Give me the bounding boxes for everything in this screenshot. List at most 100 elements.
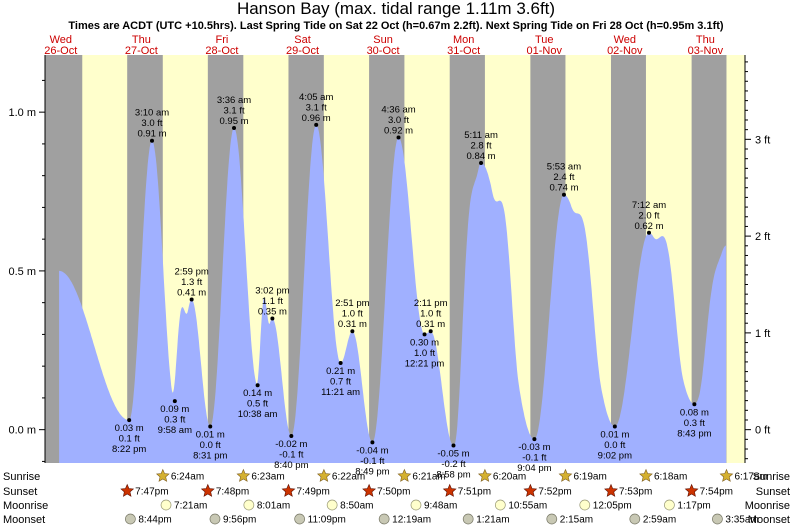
row-label-right-sunrise: Sunrise — [753, 471, 790, 483]
tide-high-time-label: 2:11 pm — [414, 298, 448, 309]
day-header-date-0: 26-Oct — [44, 45, 77, 57]
moonrise-time-label: 1:17pm — [677, 501, 710, 512]
tide-high-m-label: 0.84 m — [467, 151, 496, 162]
tide-low-m-label: 0.09 m — [160, 404, 189, 415]
day-header-date-1: 27-Oct — [125, 45, 158, 57]
tide-low-ft-label: -0.1 ft — [279, 450, 304, 461]
moonrise-icon — [243, 499, 255, 511]
sunrise-icon — [558, 468, 573, 482]
tide-low-time-label: 8:22 pm — [112, 444, 146, 455]
tide-low-ft-label: 0.3 ft — [684, 418, 705, 429]
tide-low-m-label: 0.01 m — [600, 429, 629, 440]
sunset-time-label: 7:52pm — [538, 487, 571, 498]
tide-high-m-label: 0.74 m — [549, 183, 578, 194]
tide-high-m-label: 0.41 m — [177, 287, 206, 298]
sunrise-icon — [155, 468, 170, 482]
sunset-time-label: 7:54pm — [700, 487, 733, 498]
tide-low-point-11 — [338, 360, 343, 365]
day-header-dow-0: Wed — [50, 34, 72, 46]
tide-low-time-label: 9:02 pm — [598, 450, 632, 461]
day-header-dow-2: Fri — [216, 34, 229, 46]
tide-low-time-label: 12:21 pm — [405, 358, 445, 369]
right-tick-label-3: 3 ft — [755, 134, 770, 146]
tide-low-ft-label: -0.1 ft — [360, 456, 385, 467]
day-header-dow-3: Sat — [294, 34, 311, 46]
tide-high-ft-label: 1.0 ft — [420, 309, 441, 320]
moonset-icon — [125, 513, 136, 525]
sunrise-time-label: 6:17am — [734, 472, 767, 483]
moonset-time-label: 1:21am — [476, 515, 509, 525]
tide-low-time-label: 9:58 am — [158, 425, 192, 436]
day-header-dow-6: Tue — [535, 34, 554, 46]
sunrise-icon — [719, 468, 734, 482]
tide-high-m-label: 0.96 m — [302, 113, 331, 124]
moonset-icon — [629, 513, 641, 525]
tide-low-m-label: -0.02 m — [275, 439, 307, 450]
tide-high-ft-label: 3.1 ft — [306, 102, 327, 113]
tide-high-m-label: 0.92 m — [384, 126, 413, 137]
moonset-icon — [209, 513, 221, 525]
moonset-time-label: 12:19am — [392, 515, 431, 525]
day-header-dow-5: Mon — [453, 34, 474, 46]
sunset-time-label: 7:48pm — [216, 487, 249, 498]
moonrise-icon — [160, 499, 172, 511]
sunset-icon — [362, 483, 377, 497]
day-header-dow-1: Thu — [132, 34, 151, 46]
tide-high-point-6 — [232, 126, 237, 131]
tide-low-ft-label: 0.3 ft — [164, 415, 185, 426]
sunrise-time-label: 6:18am — [654, 472, 687, 483]
tide-low-point-23 — [692, 402, 697, 407]
tide-curve-area — [59, 124, 727, 464]
axis-ticks: 0.0 m 0.5 m 1.0 m 0 ft 1 ft 2 ft 3 ft — [8, 61, 770, 462]
moonset-time-label: 3:35am — [725, 515, 758, 525]
tide-low-m-label: -0.03 m — [518, 442, 550, 453]
moonrise-icon — [410, 499, 422, 511]
sunrise-icon — [316, 468, 331, 482]
tide-high-ft-label: 3.0 ft — [141, 118, 162, 129]
moonrise-time-label: 8:01am — [257, 501, 290, 512]
tide-high-time-label: 3:02 pm — [255, 286, 289, 297]
tide-low-point-19 — [532, 437, 537, 442]
day-header-date-5: 31-Oct — [447, 45, 480, 57]
tide-extreme-annotations: 0.03 m0.1 ft8:22 pm3:10 am3.0 ft0.91 m0.… — [112, 92, 712, 481]
moonset-icon — [378, 513, 390, 525]
tide-low-ft-label: 0.0 ft — [200, 440, 221, 451]
tide-low-ft-label: -0.2 ft — [441, 459, 466, 470]
tide-low-time-label: 8:31 pm — [193, 450, 227, 461]
tide-high-ft-label: 2.4 ft — [553, 172, 574, 183]
tide-low-m-label: 0.14 m — [243, 388, 272, 399]
tide-low-ft-label: 0.1 ft — [119, 434, 140, 445]
tide-low-m-label: -0.04 m — [356, 445, 388, 456]
tide-low-point-15 — [422, 332, 427, 337]
tide-low-point-7 — [255, 383, 260, 388]
sunset-icon — [281, 483, 296, 497]
moonrise-icon — [664, 499, 675, 511]
tide-high-m-label: 0.35 m — [258, 307, 287, 318]
tide-high-m-label: 0.31 m — [338, 319, 367, 330]
tide-high-m-label: 0.62 m — [634, 221, 663, 232]
row-label-right-sunset: Sunset — [756, 486, 790, 498]
left-tick-label-1: 0.5 m — [8, 266, 36, 278]
left-tick-label-0: 0.0 m — [8, 425, 36, 437]
sunrise-time-label: 6:23am — [251, 472, 284, 483]
day-header-dow-7: Wed — [614, 34, 636, 46]
moonrise-time-label: 7:21am — [174, 501, 207, 512]
moonset-icon — [546, 513, 558, 525]
sunset-icon — [684, 483, 699, 497]
tide-high-time-label: 5:53 am — [547, 162, 581, 173]
moonrise-time-label: 9:48am — [424, 501, 457, 512]
left-tick-label-2: 1.0 m — [8, 107, 36, 119]
sunrise-time-label: 6:24am — [171, 472, 204, 483]
sunset-icon — [120, 483, 135, 497]
day-header-date-8: 03-Nov — [688, 45, 724, 57]
sunrise-time-label: 6:22am — [332, 472, 365, 483]
sunrise-icon — [477, 468, 492, 482]
tide-high-point-12 — [350, 329, 355, 334]
sunset-time-label: 7:53pm — [619, 487, 652, 498]
tide-high-m-label: 0.31 m — [416, 319, 445, 330]
tide-low-point-5 — [208, 424, 213, 429]
moonset-icon — [294, 513, 306, 525]
row-label-right-moonrise: Moonrise — [745, 500, 790, 512]
tide-high-point-22 — [646, 230, 651, 235]
